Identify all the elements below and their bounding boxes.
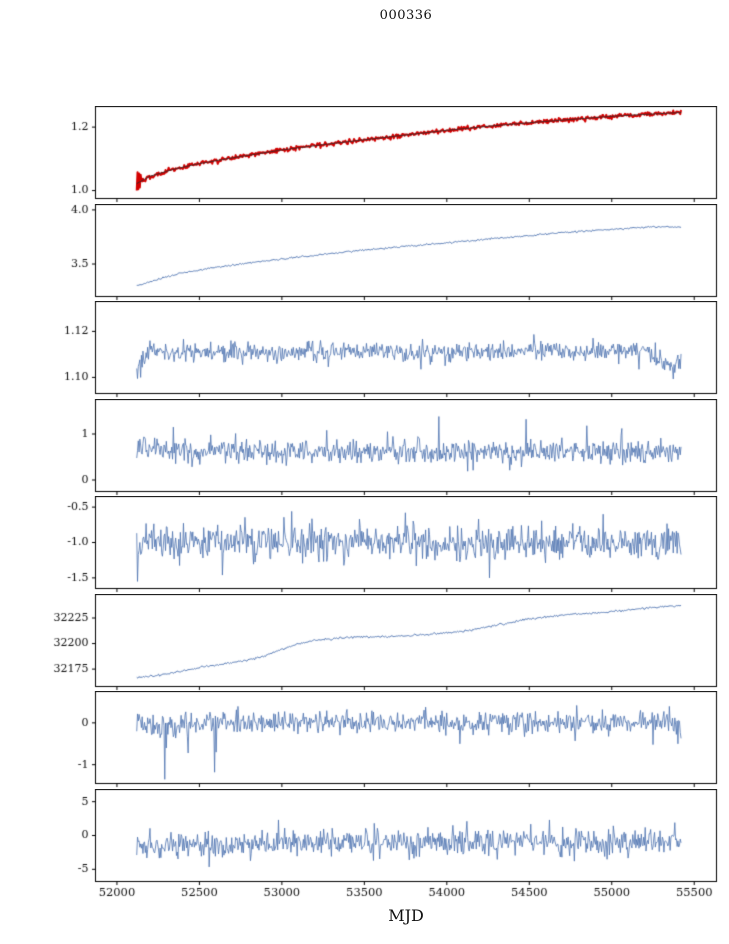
panel-canvas-g [0, 106, 729, 203]
panel-sigma0-du: σ₀ [du] [0, 203, 729, 301]
panel-canvas-fknee [0, 398, 729, 496]
panel-canvas-b1 [0, 691, 729, 788]
panel-sigma0-mk: σ₀[mK s¹⁄²] [0, 301, 729, 398]
panel-canvas-b0 [0, 593, 729, 691]
panel-b1: b₁ [0, 691, 729, 788]
panel-canvas-alpha [0, 496, 729, 593]
panel-alpha: α [0, 496, 729, 593]
figure-title: 000336 [379, 8, 433, 23]
panel-b0: b₀ [0, 593, 729, 691]
panel-g: g [0, 106, 729, 203]
panel-canvas-sigma0-du [0, 203, 729, 301]
panel-canvas-chi2 [0, 788, 729, 913]
panel-fknee: fₖₙₑₑ [mHz] [0, 398, 729, 496]
x-axis-label: MJD [388, 906, 424, 925]
panel-canvas-sigma0-mk [0, 301, 729, 398]
panel-chi2: χ² [0, 788, 729, 913]
